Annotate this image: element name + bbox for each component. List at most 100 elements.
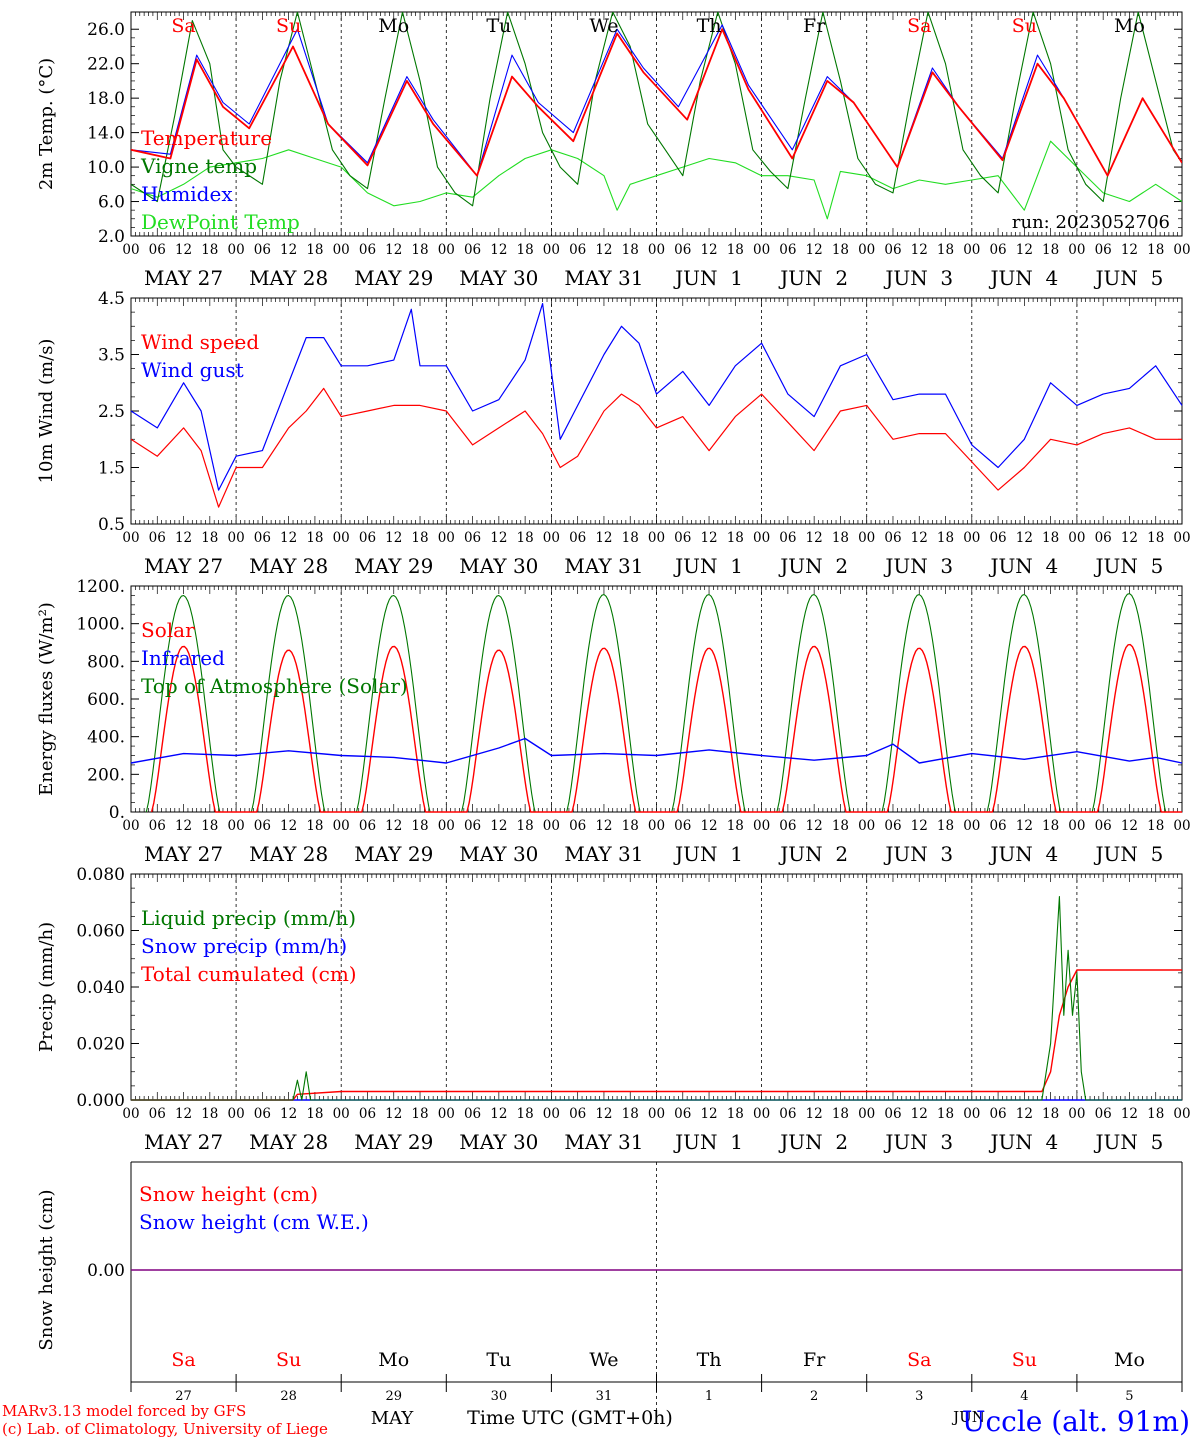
hour-tick-label: 00 xyxy=(858,1106,875,1122)
hour-tick-label: 06 xyxy=(884,1106,901,1122)
weekday-label: Tu xyxy=(486,1349,511,1371)
date-label: JUN 3 xyxy=(883,266,953,290)
hour-tick-label: 00 xyxy=(333,242,350,258)
weekday-label: Su xyxy=(1012,15,1037,37)
day-number: 29 xyxy=(385,1389,402,1404)
hour-tick-label: 00 xyxy=(963,818,980,834)
series-line-infrared xyxy=(130,737,1183,764)
hour-tick-label: 12 xyxy=(175,818,192,834)
day-number: 2 xyxy=(810,1389,818,1404)
hour-tick-label: 12 xyxy=(175,530,192,546)
date-label: JUN 3 xyxy=(883,1130,953,1154)
hour-tick-label: 00 xyxy=(543,530,560,546)
legend-entry: Wind speed xyxy=(141,330,259,354)
series-line-top-of-atmosphere xyxy=(145,593,1182,813)
day-number: 4 xyxy=(1020,1389,1028,1404)
date-label: MAY 31 xyxy=(564,554,643,578)
hour-tick-label: 00 xyxy=(648,530,665,546)
hour-tick-label: 12 xyxy=(595,1106,612,1122)
hour-tick-label: 18 xyxy=(201,530,218,546)
hour-tick-label: 12 xyxy=(490,1106,507,1122)
y-tick-label: 1200. xyxy=(76,577,125,597)
date-label: JUN 3 xyxy=(883,842,953,866)
hour-tick-label: 00 xyxy=(438,818,455,834)
y-tick-label: 18.0 xyxy=(87,89,125,109)
y-tick-label: 22.0 xyxy=(87,55,125,75)
weekday-label: Sa xyxy=(907,15,931,37)
legend-entry: Wind gust xyxy=(141,358,244,382)
hour-tick-label: 06 xyxy=(569,530,586,546)
date-label: JUN 2 xyxy=(778,266,848,290)
hour-tick-label: 18 xyxy=(1042,530,1059,546)
hour-tick-label: 12 xyxy=(385,1106,402,1122)
series-line-total-cumulated xyxy=(131,969,1182,1101)
hour-tick-label: 18 xyxy=(517,242,534,258)
legend-entry: Top of Atmosphere (Solar) xyxy=(141,674,408,698)
hour-tick-label: 12 xyxy=(1016,818,1033,834)
hour-tick-label: 06 xyxy=(1095,1106,1112,1122)
weekday-label: Su xyxy=(1012,1349,1037,1371)
hour-tick-label: 18 xyxy=(622,1106,639,1122)
date-label: MAY 30 xyxy=(459,842,538,866)
date-label: MAY 31 xyxy=(564,1130,643,1154)
hour-tick-label: 06 xyxy=(674,1106,691,1122)
date-label: MAY 28 xyxy=(249,1130,328,1154)
hour-tick-label: 00 xyxy=(122,242,139,258)
y-axis-label: Precip (mm/h) xyxy=(36,922,57,1052)
credit-line-1: MARv3.13 model forced by GFS xyxy=(2,1402,246,1420)
hour-tick-label: 06 xyxy=(989,1106,1006,1122)
hour-tick-label: 06 xyxy=(674,242,691,258)
weekday-label: Th xyxy=(697,1349,722,1371)
hour-tick-label: 00 xyxy=(963,242,980,258)
hour-tick-label: 06 xyxy=(359,530,376,546)
hour-tick-label: 18 xyxy=(937,530,954,546)
weekday-label: Su xyxy=(276,15,301,37)
hour-tick-label: 18 xyxy=(306,1106,323,1122)
hour-tick-label: 12 xyxy=(280,242,297,258)
hour-tick-label: 12 xyxy=(1121,530,1138,546)
date-label: MAY 27 xyxy=(144,266,223,290)
hour-tick-label: 06 xyxy=(149,242,166,258)
weekday-label: Fr xyxy=(803,15,826,37)
hour-tick-label: 06 xyxy=(359,818,376,834)
hour-tick-label: 12 xyxy=(911,818,928,834)
y-tick-label: 6.0 xyxy=(98,193,125,213)
hour-tick-label: 18 xyxy=(937,818,954,834)
hour-tick-label: 18 xyxy=(1147,818,1164,834)
hour-tick-label: 06 xyxy=(254,818,271,834)
hour-tick-label: 00 xyxy=(753,242,770,258)
date-label: JUN 1 xyxy=(673,1130,743,1154)
weekday-label: We xyxy=(589,15,618,37)
station-label: Uccle (alt. 91m) xyxy=(962,1405,1190,1438)
y-tick-label: 0.060 xyxy=(76,922,125,942)
y-tick-label: 14.0 xyxy=(87,124,125,144)
series-line-wind-gust xyxy=(130,303,1183,491)
hour-tick-label: 06 xyxy=(989,530,1006,546)
legend-entry: Liquid precip (mm/h) xyxy=(141,906,356,930)
hour-tick-label: 18 xyxy=(306,242,323,258)
hour-tick-label: 00 xyxy=(1173,1106,1190,1122)
hour-tick-label: 06 xyxy=(149,818,166,834)
weekday-label: Tu xyxy=(486,15,511,37)
hour-tick-label: 12 xyxy=(700,242,717,258)
hour-tick-label: 06 xyxy=(149,530,166,546)
legend-entry: Vigne temp xyxy=(140,154,257,178)
hour-tick-label: 06 xyxy=(1095,242,1112,258)
weekday-label: Mo xyxy=(378,15,409,37)
weekday-label: Mo xyxy=(1114,1349,1145,1371)
hour-tick-label: 00 xyxy=(1068,242,1085,258)
hour-tick-label: 06 xyxy=(1095,530,1112,546)
y-tick-label: 0.020 xyxy=(76,1035,125,1055)
day-number: 28 xyxy=(280,1389,297,1404)
hour-tick-label: 06 xyxy=(1095,818,1112,834)
date-label: MAY 31 xyxy=(564,266,643,290)
y-tick-label: 4.5 xyxy=(98,289,125,309)
hour-tick-label: 18 xyxy=(411,1106,428,1122)
date-label: MAY 29 xyxy=(354,1130,433,1154)
date-label: MAY 27 xyxy=(144,842,223,866)
hour-tick-label: 12 xyxy=(280,1106,297,1122)
hour-tick-label: 18 xyxy=(622,530,639,546)
date-label: MAY 28 xyxy=(249,842,328,866)
hour-tick-label: 00 xyxy=(122,1106,139,1122)
hour-tick-label: 12 xyxy=(490,818,507,834)
